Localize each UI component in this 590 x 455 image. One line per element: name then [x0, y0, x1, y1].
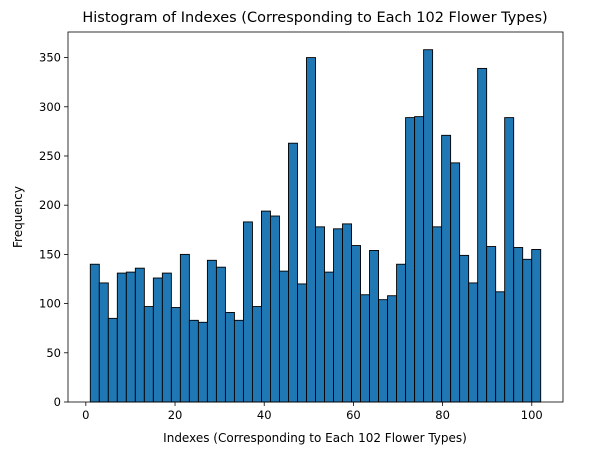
y-tick-label: 200 [39, 198, 61, 212]
histogram-bar [279, 270, 289, 403]
histogram-bar [251, 306, 262, 403]
histogram-bar [134, 267, 145, 403]
histogram-bar [486, 246, 497, 403]
y-tick-label: 250 [39, 149, 61, 163]
chart-title: Histogram of Indexes (Corresponding to E… [82, 10, 547, 26]
histogram-bar [333, 228, 343, 403]
y-tick-label: 100 [39, 297, 61, 311]
histogram-bar [387, 295, 398, 403]
histogram-bar [206, 259, 217, 403]
histogram-bar [188, 319, 199, 403]
histogram-bar [143, 306, 154, 403]
histogram-bar [414, 116, 425, 403]
bars-group [89, 49, 542, 403]
histogram-bar [242, 221, 253, 403]
y-tick-label: 50 [46, 346, 61, 360]
histogram-bar [125, 271, 136, 403]
histogram-bar [495, 291, 506, 403]
histogram-bar [522, 258, 533, 403]
histogram-bar [224, 312, 235, 403]
histogram-bar [369, 250, 380, 403]
histogram-bar [170, 307, 181, 403]
histogram-bar [107, 317, 118, 403]
x-axis-label: Indexes (Corresponding to Each 102 Flowe… [163, 431, 467, 445]
histogram-bar [197, 321, 208, 403]
histogram-bar [459, 254, 470, 403]
histogram-bar [98, 282, 109, 403]
x-axis-ticks: 0 20 40 60 80 100 [82, 402, 543, 422]
histogram-bar [450, 162, 461, 403]
plot-frame [67, 31, 564, 403]
histogram-bar [360, 294, 370, 403]
histogram-bar [468, 282, 479, 403]
histogram-bar [215, 266, 226, 403]
histogram-bar [261, 210, 271, 403]
histogram-bar [432, 226, 443, 403]
histogram-bar [297, 283, 307, 403]
histogram-bar [324, 271, 334, 403]
histogram-bar [351, 245, 361, 403]
x-tick-label: 60 [346, 408, 361, 422]
y-axis-ticks: 0 50 100 150 200 250 300 350 [39, 51, 68, 409]
histogram-bar [396, 263, 407, 403]
histogram-bar [441, 134, 452, 403]
histogram-bar [405, 117, 416, 403]
y-tick-label: 350 [39, 51, 61, 65]
histogram-bar [161, 272, 172, 403]
histogram-bar [270, 215, 280, 403]
y-tick-label: 150 [39, 247, 61, 261]
x-tick-label: 80 [435, 408, 450, 422]
histogram-bar [116, 272, 127, 403]
histogram-bar [179, 253, 190, 403]
histogram-bar [504, 117, 515, 403]
histogram-bar [342, 223, 352, 403]
x-tick-label: 40 [257, 408, 272, 422]
histogram-bar [315, 226, 325, 403]
histogram-bar [378, 299, 389, 403]
x-tick-label: 20 [168, 408, 183, 422]
x-tick-label: 100 [521, 408, 543, 422]
histogram-bar [513, 247, 524, 403]
histogram-bar [288, 142, 298, 403]
y-tick-label: 0 [54, 395, 61, 409]
x-tick-label: 0 [82, 408, 89, 422]
y-tick-label: 300 [39, 100, 61, 114]
histogram-bar [423, 49, 434, 403]
histogram-bar [152, 277, 163, 403]
histogram-bar [477, 67, 488, 403]
histogram-bar [89, 263, 100, 403]
y-axis-label: Frequency [11, 186, 25, 248]
histogram-bar [531, 249, 542, 403]
histogram-bar [233, 319, 244, 403]
histogram-bar [306, 57, 316, 403]
